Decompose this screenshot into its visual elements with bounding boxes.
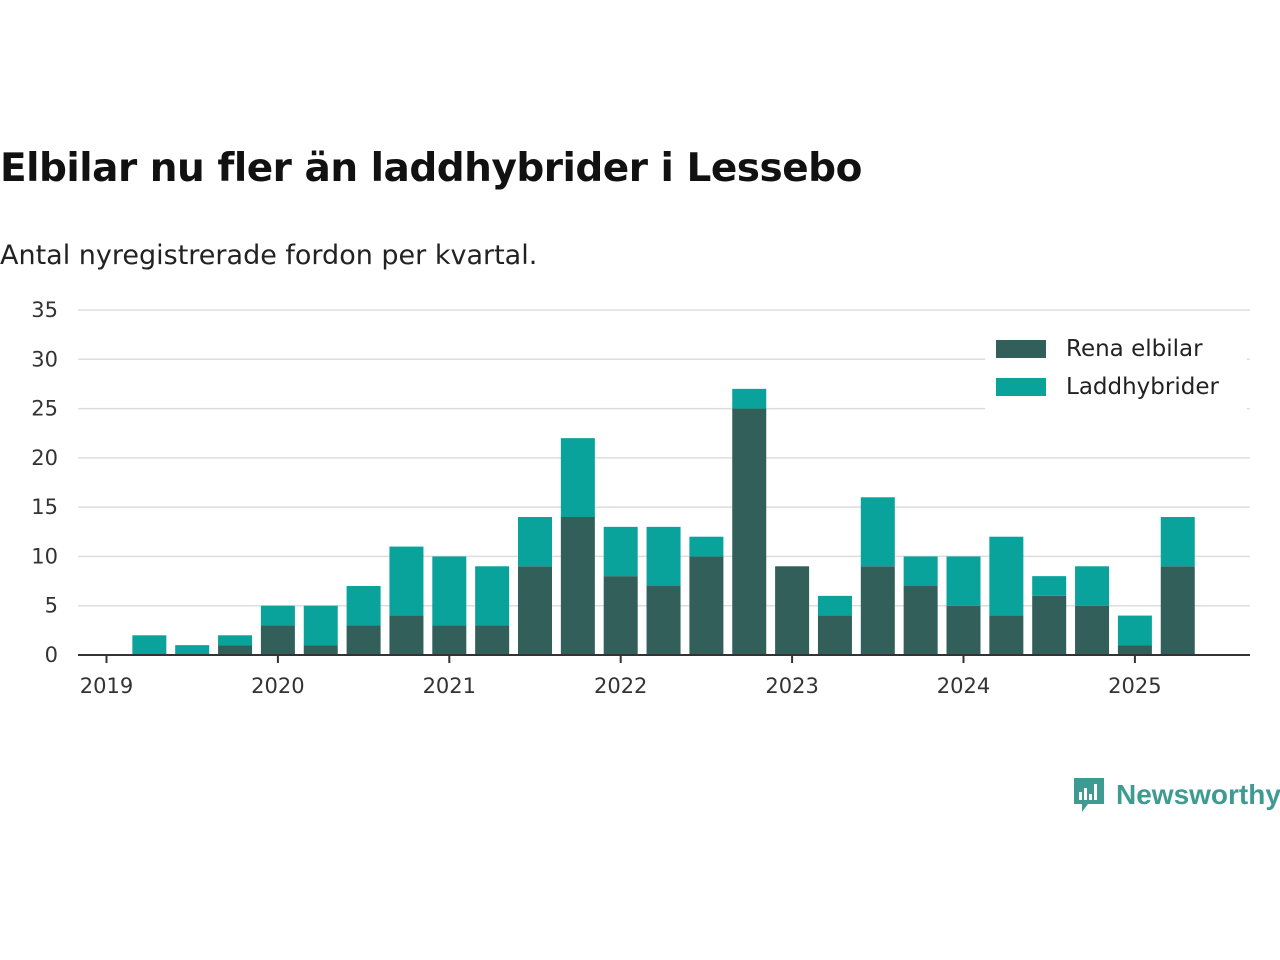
bar-laddhybrider (1117, 615, 1152, 646)
bar-rena-elbilar (903, 586, 938, 655)
x-tick-label: 2020 (251, 674, 304, 698)
bar-rena-elbilar (603, 576, 638, 655)
bar-rena-elbilar (775, 566, 810, 655)
bar-laddhybrider (860, 497, 895, 567)
bar-rena-elbilar (260, 625, 295, 655)
bar-laddhybrider (132, 635, 167, 655)
bar-rena-elbilar (389, 615, 424, 655)
bar-rena-elbilar (946, 605, 981, 655)
y-tick-label: 0 (45, 643, 58, 667)
bar-rena-elbilar (1075, 605, 1110, 655)
bar-rena-elbilar (218, 645, 253, 655)
bar-rena-elbilar (732, 408, 767, 655)
bar-laddhybrider (1160, 517, 1195, 567)
bar-laddhybrider (817, 595, 852, 616)
bar-rena-elbilar (346, 625, 381, 655)
bar-rena-elbilar (689, 556, 724, 655)
x-tick-label: 2021 (423, 674, 476, 698)
bar-rena-elbilar (989, 615, 1024, 655)
bar-laddhybrider (260, 605, 295, 626)
y-tick-label: 5 (45, 594, 58, 618)
bar-laddhybrider (346, 586, 381, 626)
y-tick-label: 20 (31, 446, 58, 470)
y-tick-label: 10 (31, 544, 58, 568)
bar-rena-elbilar (475, 625, 510, 655)
bar-rena-elbilar (518, 566, 552, 655)
chart-title: Elbilar nu fler än laddhybrider i Lesseb… (0, 146, 862, 191)
newsworthy-logo: Newsworthy (1072, 776, 1280, 814)
bar-laddhybrider (475, 566, 510, 626)
bar-rena-elbilar (646, 586, 681, 655)
bar-laddhybrider (689, 536, 724, 557)
bar-rena-elbilar (303, 645, 338, 655)
bar-rena-elbilar (1160, 566, 1195, 655)
legend-swatch-laddhybrider (996, 378, 1046, 396)
bar-laddhybrider (560, 438, 595, 517)
y-tick-label: 15 (31, 495, 58, 519)
y-tick-label: 30 (31, 347, 58, 371)
legend-label-rena-elbilar: Rena elbilar (1066, 336, 1203, 362)
legend-label-laddhybrider: Laddhybrider (1066, 374, 1219, 400)
bar-laddhybrider (1075, 566, 1110, 606)
chart-subtitle: Antal nyregistrerade fordon per kvartal. (0, 240, 538, 271)
legend: Rena elbilar Laddhybrider (985, 328, 1247, 410)
bar-laddhybrider (175, 645, 210, 655)
bar-laddhybrider (518, 517, 552, 567)
bar-rena-elbilar (560, 517, 595, 655)
newsworthy-chart-icon (1074, 778, 1104, 812)
bar-laddhybrider (732, 388, 767, 409)
bar-laddhybrider (218, 635, 253, 646)
x-tick-label: 2025 (1108, 674, 1161, 698)
x-tick-label: 2019 (80, 674, 133, 698)
bar-rena-elbilar (817, 615, 852, 655)
bar-laddhybrider (1032, 576, 1067, 596)
y-tick-label: 25 (31, 397, 58, 421)
brand-name: Newsworthy (1116, 779, 1280, 810)
bar-laddhybrider (303, 605, 338, 646)
bar-rena-elbilar (1032, 595, 1067, 655)
bar-rena-elbilar (1117, 645, 1152, 655)
bar-laddhybrider (603, 526, 638, 577)
x-tick-label: 2023 (765, 674, 818, 698)
bar-rena-elbilar (860, 566, 895, 655)
legend-swatch-rena-elbilar (996, 340, 1046, 358)
bar-laddhybrider (389, 546, 424, 616)
bar-laddhybrider (432, 556, 467, 626)
bar-laddhybrider (903, 556, 938, 586)
bar-laddhybrider (646, 526, 681, 586)
x-tick-label: 2022 (594, 674, 647, 698)
x-tick-label: 2024 (937, 674, 990, 698)
bar-laddhybrider (946, 556, 981, 606)
bar-laddhybrider (989, 536, 1024, 616)
y-tick-label: 35 (31, 298, 58, 322)
bar-rena-elbilar (432, 625, 467, 655)
